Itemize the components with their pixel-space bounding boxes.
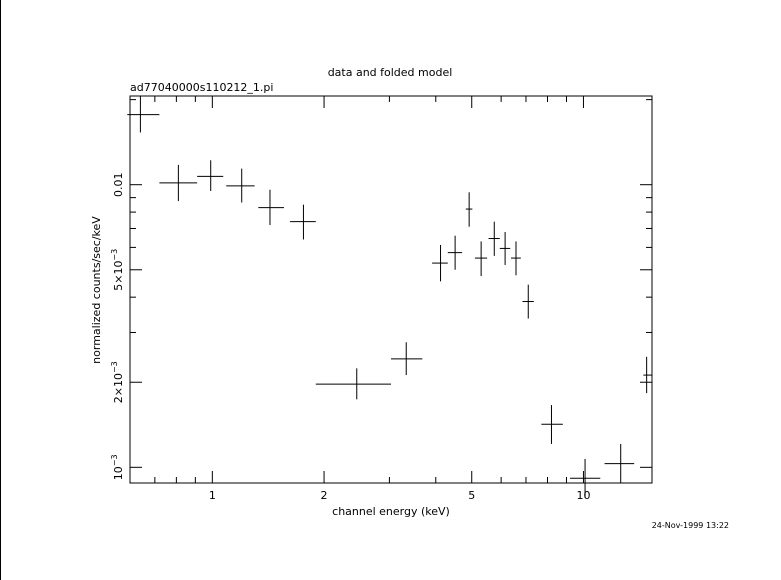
data-point — [159, 164, 198, 202]
x-axis-label: channel energy (keV) — [332, 505, 450, 518]
data-point — [197, 160, 224, 191]
chart-subtitle: ad77040000s110212_1.pi — [130, 81, 273, 94]
y-axis-label: normalized counts/sec/keV — [90, 216, 103, 364]
data-point — [604, 443, 635, 483]
data-point — [290, 204, 316, 240]
x-tick-label: 10 — [576, 489, 590, 502]
x-tick-label: 2 — [321, 489, 328, 502]
data-point — [432, 244, 448, 282]
y-tick-exponent: −3 — [110, 454, 119, 466]
data-point — [499, 232, 511, 265]
y-tick-base: 10 — [112, 373, 125, 387]
y-tick-label: 0.01 — [112, 172, 125, 197]
x-tick-label: 1 — [209, 489, 216, 502]
y-tick-mult: 5× — [112, 275, 125, 291]
data-point — [315, 368, 392, 400]
data-point — [447, 235, 463, 270]
data-point — [570, 459, 601, 498]
chart-title: data and folded model — [328, 66, 453, 79]
x-tick-label: 5 — [468, 489, 475, 502]
y-tick-label: 2×10−3 — [110, 361, 125, 403]
timestamp: 24-Nov-1999 13:22 — [652, 521, 729, 530]
x-tick-labels: 1 2 5 10 — [209, 489, 591, 502]
y-tick-base: 10 — [112, 466, 125, 480]
plot-frame — [129, 95, 653, 484]
y-tick-mult: 2× — [112, 387, 125, 403]
left-border-line — [0, 0, 1, 580]
data-point — [522, 284, 534, 319]
data-point — [511, 241, 521, 276]
data-point — [465, 192, 473, 227]
y-tick-exponent: −3 — [110, 249, 119, 261]
data-point — [488, 221, 500, 256]
axis-ticks — [129, 96, 652, 483]
y-tick-base: 10 — [112, 261, 125, 275]
y-tick-label: 10−3 — [110, 454, 125, 480]
data-point — [127, 96, 160, 133]
data-point — [391, 342, 423, 376]
data-point — [643, 356, 652, 394]
y-tick-label: 5×10−3 — [110, 249, 125, 291]
y-tick-labels: 10−32×10−35×10−30.01 — [110, 172, 125, 480]
data-point — [541, 405, 563, 444]
data-point — [226, 168, 255, 203]
data-points — [127, 96, 652, 498]
y-tick-exponent: −3 — [110, 361, 119, 373]
data-point — [258, 189, 285, 226]
y-tick-base: 0.01 — [112, 172, 125, 197]
data-point — [474, 241, 488, 277]
